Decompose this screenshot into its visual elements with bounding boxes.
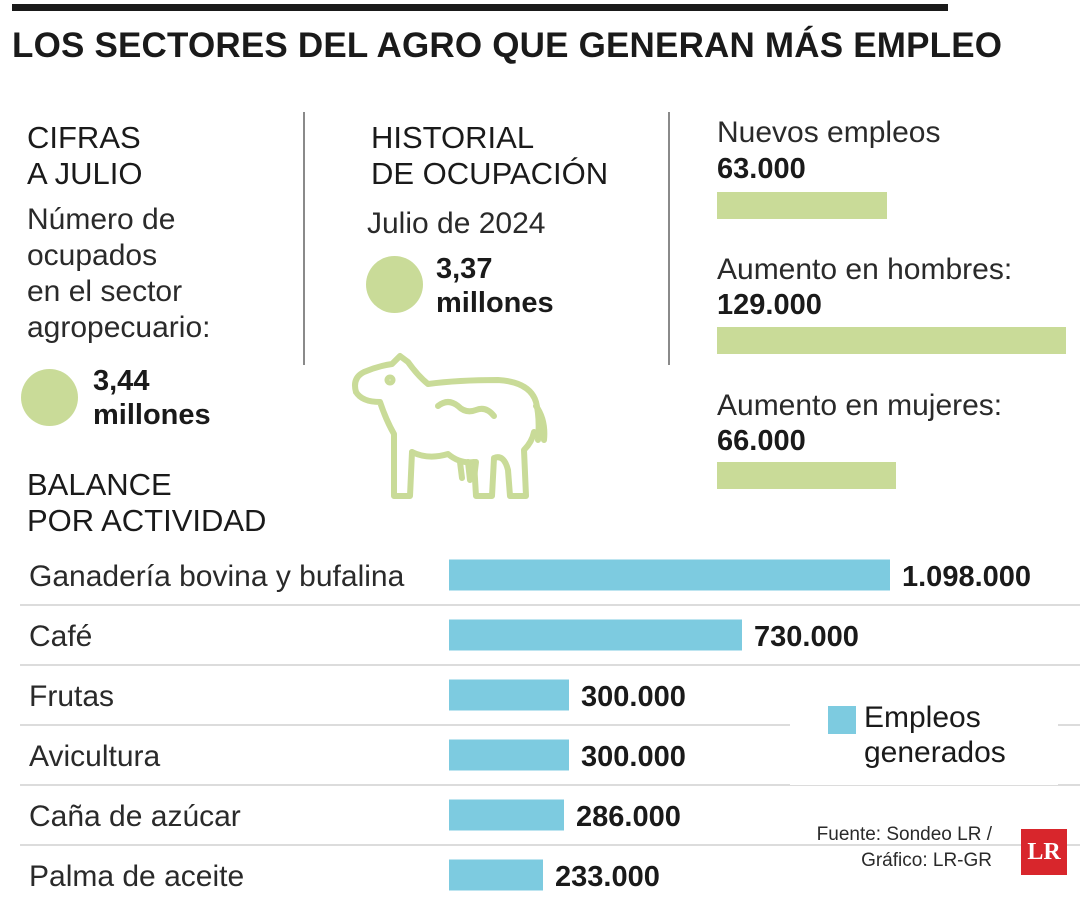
cifras-value: 3,44 millones	[93, 364, 211, 432]
cow-icon	[352, 353, 548, 499]
data-label: 233.000	[555, 861, 660, 893]
cifras-heading-line1: CIFRAS	[27, 120, 141, 155]
historial-date: Julio de 2024	[367, 207, 546, 240]
bar	[449, 799, 564, 831]
lr-logo: LR	[1021, 829, 1067, 875]
historial-heading-line2: DE OCUPACIÓN	[371, 156, 609, 191]
cifras-heading: CIFRAS A JULIO	[27, 120, 142, 192]
historial-dot-icon	[366, 256, 423, 313]
historial-value-unit: millones	[436, 287, 554, 319]
stat-value-hombres: 129.000	[717, 289, 822, 321]
category-label: Caña de azúcar	[29, 800, 241, 833]
cifras-desc-line4: agropecuario:	[27, 311, 211, 344]
balance-heading-line2: POR ACTIVIDAD	[27, 503, 267, 538]
page-title: LOS SECTORES DEL AGRO QUE GENERAN MÁS EM…	[12, 26, 1003, 65]
data-label: 300.000	[581, 741, 686, 773]
legend-label-line2: generados	[864, 736, 1006, 769]
category-label: Café	[29, 620, 92, 653]
source-line1: Fuente: Sondeo LR /	[816, 824, 992, 845]
historial-heading-line1: HISTORIAL	[371, 120, 535, 155]
category-label: Avicultura	[29, 740, 160, 773]
top-rule	[12, 4, 948, 11]
category-label: Frutas	[29, 680, 114, 713]
historial-heading: HISTORIAL DE OCUPACIÓN	[371, 120, 608, 192]
bar	[449, 859, 543, 891]
historial-value-number: 3,37	[436, 253, 493, 285]
cifras-desc-line3: en el sector	[27, 275, 183, 308]
legend-label-line1: Empleos	[864, 701, 981, 734]
stat-value-nuevos: 63.000	[717, 153, 806, 185]
stat-label-nuevos: Nuevos empleos	[717, 116, 941, 149]
bar	[449, 619, 742, 651]
stat-value-mujeres: 66.000	[717, 425, 806, 457]
stat-bar-nuevos	[717, 192, 887, 219]
legend-swatch	[828, 706, 856, 734]
cifras-desc-line1: Número de	[27, 203, 176, 236]
stat-label-mujeres: Aumento en mujeres:	[717, 389, 1003, 422]
bar	[449, 739, 569, 771]
bar	[449, 679, 569, 711]
column-divider-1	[303, 112, 305, 365]
cifras-value-number: 3,44	[93, 365, 150, 397]
cifras-value-unit: millones	[93, 399, 211, 431]
column-divider-2	[668, 112, 670, 365]
data-label: 286.000	[576, 801, 681, 833]
data-label: 730.000	[754, 621, 859, 653]
balance-heading-line1: BALANCE	[27, 467, 172, 502]
category-label: Palma de aceite	[29, 860, 244, 893]
cifras-heading-line2: A JULIO	[27, 156, 143, 191]
data-label: 1.098.000	[902, 561, 1031, 593]
stat-bar-hombres	[717, 327, 1066, 354]
cifras-description: Número de ocupados en el sector agropecu…	[27, 202, 210, 346]
stat-label-hombres: Aumento en hombres:	[717, 253, 1013, 286]
stat-bar-mujeres	[717, 462, 896, 489]
cifras-desc-line2: ocupados	[27, 239, 158, 272]
category-label: Ganadería bovina y bufalina	[29, 560, 405, 593]
source-note: Fuente: Sondeo LR / Gráfico: LR-GR	[817, 822, 992, 874]
legend-label: Empleos generados	[864, 700, 1006, 770]
historial-value: 3,37 millones	[436, 252, 554, 320]
data-label: 300.000	[581, 681, 686, 713]
legend	[790, 690, 1058, 785]
source-line2: Gráfico: LR-GR	[861, 850, 992, 871]
cifras-dot-icon	[21, 369, 78, 426]
balance-heading: BALANCE POR ACTIVIDAD	[27, 467, 266, 539]
bar	[449, 559, 890, 591]
